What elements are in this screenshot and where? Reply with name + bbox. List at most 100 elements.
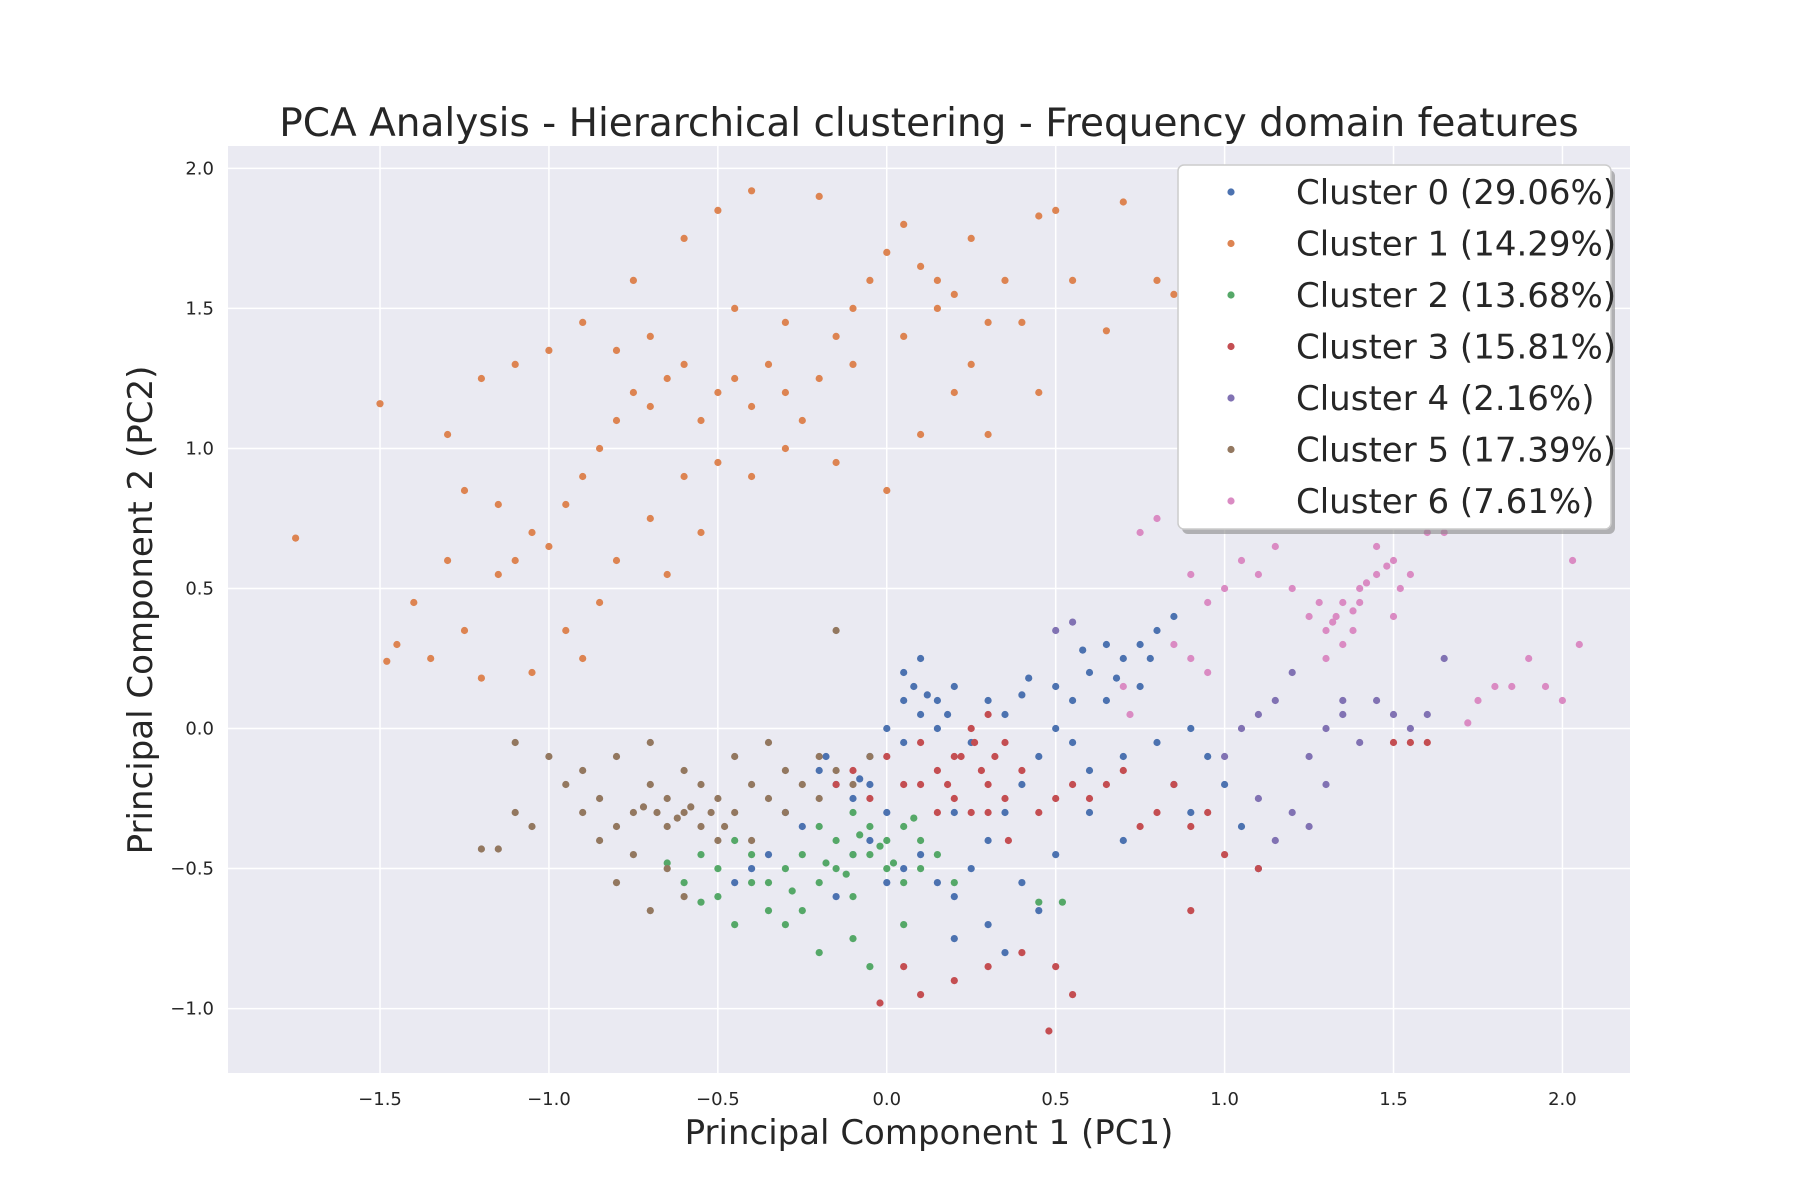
data-point (663, 865, 671, 873)
data-point (788, 887, 796, 895)
data-point (1136, 640, 1144, 649)
data-point (511, 738, 519, 747)
data-point (781, 921, 790, 929)
data-point (1170, 780, 1178, 789)
data-point (1525, 654, 1533, 663)
x-tick-label: −1.5 (358, 1089, 402, 1110)
data-point (815, 752, 823, 761)
data-point (1035, 388, 1043, 397)
data-point (545, 542, 553, 551)
data-point (629, 276, 638, 284)
legend-marker (1227, 342, 1235, 351)
data-point (1035, 808, 1043, 817)
data-point (731, 304, 739, 312)
data-point (477, 674, 485, 682)
data-point (528, 668, 536, 677)
data-point (910, 682, 918, 691)
data-point (917, 430, 925, 439)
data-point (1305, 752, 1313, 761)
data-point (849, 766, 857, 775)
data-point (1035, 907, 1043, 915)
data-point (1187, 724, 1195, 733)
data-point (1187, 907, 1195, 915)
data-point (444, 430, 452, 439)
series-cluster-3 (832, 710, 1431, 1035)
data-point (1204, 752, 1212, 761)
data-point (832, 626, 840, 635)
data-point (856, 775, 864, 783)
data-point (849, 794, 857, 803)
data-point (1035, 752, 1043, 761)
x-tick-label: 0.5 (1041, 1089, 1070, 1110)
data-point (460, 486, 469, 495)
data-point (1069, 696, 1077, 705)
data-point (1052, 851, 1060, 859)
data-point (1305, 822, 1313, 831)
data-point (1052, 724, 1060, 733)
data-point (1153, 276, 1161, 284)
data-point (528, 822, 536, 831)
data-point (612, 752, 621, 761)
data-point (984, 318, 992, 326)
data-point (950, 290, 958, 298)
data-point (900, 822, 908, 831)
data-point (815, 374, 823, 383)
data-point (1254, 570, 1262, 579)
data-point (842, 870, 850, 878)
data-point (944, 710, 952, 719)
data-point (866, 780, 874, 789)
data-point (1069, 991, 1077, 999)
data-point (883, 752, 891, 761)
data-point (764, 360, 773, 368)
data-point (1383, 562, 1391, 570)
data-point (917, 262, 925, 270)
data-point (1204, 598, 1212, 607)
data-point (1406, 738, 1414, 747)
data-point (731, 374, 739, 383)
data-point (731, 921, 739, 929)
data-point (1288, 668, 1296, 677)
data-point (933, 851, 942, 859)
legend-label: Cluster 3 (15.81%) (1296, 328, 1616, 368)
data-point (866, 963, 874, 971)
data-point (815, 949, 823, 957)
data-point (612, 556, 621, 565)
data-point (612, 416, 621, 425)
data-point (1018, 318, 1026, 326)
data-point (1406, 724, 1414, 733)
data-point (697, 416, 705, 425)
data-point (917, 710, 925, 719)
legend-marker (1227, 497, 1235, 505)
data-point (663, 859, 671, 867)
data-point (1373, 570, 1381, 579)
data-point (917, 654, 925, 663)
data-point (917, 851, 925, 859)
data-point (967, 808, 975, 817)
data-point (967, 360, 975, 368)
data-point (798, 907, 806, 915)
data-point (1001, 794, 1009, 803)
data-point (866, 752, 874, 761)
data-point (494, 500, 502, 509)
data-point (849, 851, 857, 859)
data-point (900, 879, 908, 887)
legend-marker (1227, 188, 1235, 196)
data-point (383, 657, 391, 665)
x-tick-label: 1.5 (1379, 1089, 1408, 1110)
data-point (933, 766, 942, 775)
data-point (748, 879, 756, 887)
data-point (1102, 696, 1110, 705)
data-point (764, 907, 773, 915)
data-point (1102, 327, 1110, 335)
data-point (1001, 276, 1009, 284)
data-point (832, 893, 840, 901)
data-point (680, 893, 688, 901)
data-point (1018, 691, 1026, 699)
data-point (1153, 626, 1161, 635)
data-point (1288, 584, 1296, 593)
data-point (781, 808, 790, 817)
data-point (1569, 556, 1577, 565)
data-point (917, 738, 925, 747)
data-point (1004, 836, 1013, 845)
series-cluster-2 (663, 808, 1066, 971)
